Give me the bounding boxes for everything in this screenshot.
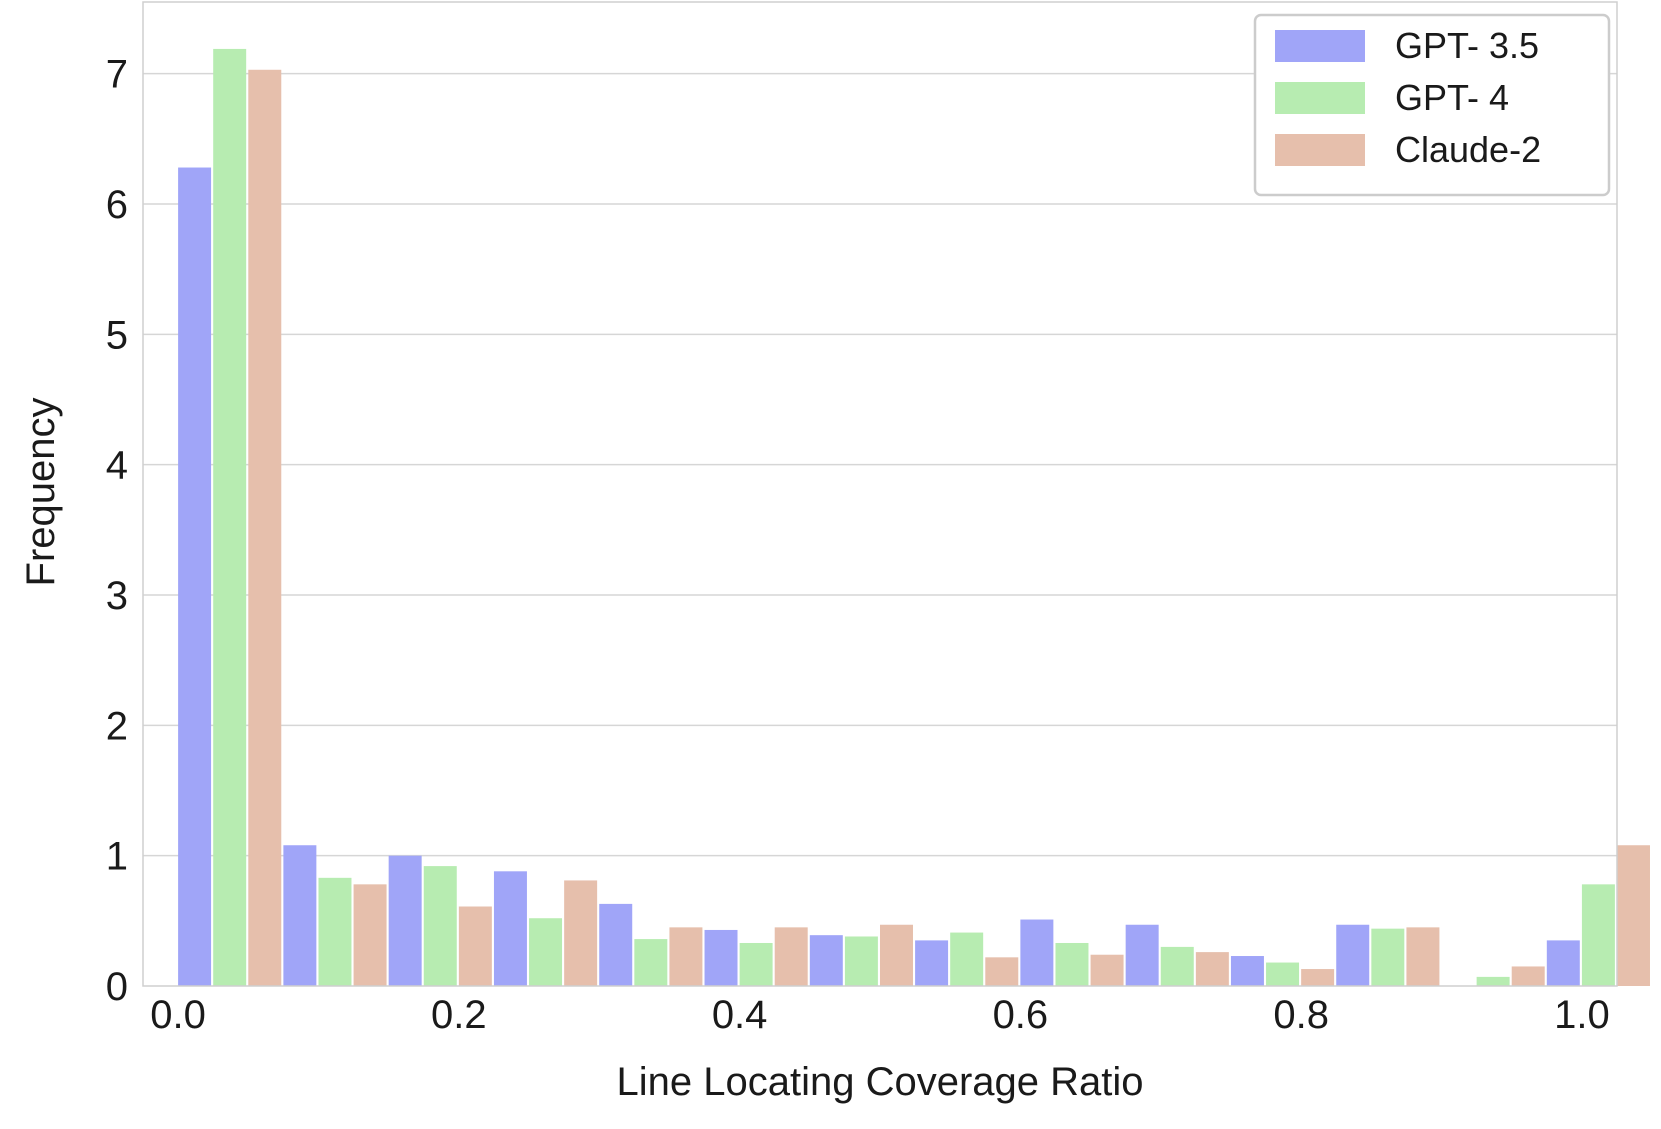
bar-gpt-3-5-bin-4 xyxy=(599,903,633,986)
bar-gpt-4-bin-11 xyxy=(1371,928,1405,986)
legend-swatch-0 xyxy=(1275,30,1365,62)
bar-claude-2-bin-11 xyxy=(1406,927,1440,986)
bar-claude-2-bin-4 xyxy=(669,927,703,986)
x-tick-label-4: 0.8 xyxy=(1273,993,1329,1037)
bar-gpt-4-bin-13 xyxy=(1581,884,1615,986)
bar-gpt-3-5-bin-11 xyxy=(1336,924,1370,986)
bars xyxy=(178,48,1650,987)
legend-swatch-1 xyxy=(1275,82,1365,114)
bar-claude-2-bin-0 xyxy=(248,69,282,986)
bar-gpt-4-bin-5 xyxy=(739,942,773,986)
bar-gpt-4-bin-9 xyxy=(1160,946,1194,986)
bar-claude-2-bin-12 xyxy=(1511,966,1545,986)
x-tick-label-3: 0.6 xyxy=(993,993,1049,1037)
bar-gpt-3-5-bin-3 xyxy=(493,871,527,986)
bar-gpt-3-5-bin-13 xyxy=(1546,940,1580,986)
bar-gpt-3-5-bin-2 xyxy=(388,855,422,986)
legend-label-1: GPT- 4 xyxy=(1395,77,1509,118)
bar-gpt-4-bin-2 xyxy=(423,866,457,986)
bar-claude-2-bin-10 xyxy=(1301,969,1335,986)
y-tick-label-3: 3 xyxy=(106,574,128,618)
bar-gpt-4-bin-12 xyxy=(1476,976,1510,986)
bar-gpt-4-bin-1 xyxy=(318,877,352,986)
bar-gpt-4-bin-4 xyxy=(634,939,668,986)
bar-gpt-3-5-bin-1 xyxy=(283,845,317,986)
bar-claude-2-bin-8 xyxy=(1090,954,1124,986)
bar-gpt-4-bin-0 xyxy=(213,48,247,987)
bar-gpt-3-5-bin-7 xyxy=(915,940,949,986)
bar-claude-2-bin-2 xyxy=(458,906,492,986)
x-tick-labels: 0.0 0.2 0.4 0.6 0.8 1.0 xyxy=(150,993,1609,1037)
bar-claude-2-bin-3 xyxy=(564,880,598,986)
y-tick-label-4: 4 xyxy=(106,444,128,488)
bar-gpt-3-5-bin-10 xyxy=(1230,956,1264,986)
bar-gpt-3-5-bin-9 xyxy=(1125,924,1159,986)
y-tick-label-6: 6 xyxy=(106,183,128,227)
bar-claude-2-bin-13 xyxy=(1617,845,1650,986)
bar-gpt-4-bin-7 xyxy=(950,932,984,986)
bar-gpt-4-bin-6 xyxy=(844,936,878,986)
y-tick-label-2: 2 xyxy=(106,704,128,748)
y-tick-labels: 0 1 2 3 4 5 6 7 xyxy=(106,53,128,1009)
x-tick-label-2: 0.4 xyxy=(712,993,768,1037)
bar-gpt-4-bin-8 xyxy=(1055,942,1089,986)
bar-claude-2-bin-1 xyxy=(353,884,387,986)
bar-gpt-4-bin-3 xyxy=(529,918,563,986)
x-tick-label-1: 0.2 xyxy=(431,993,487,1037)
legend-label-0: GPT- 3.5 xyxy=(1395,25,1539,66)
bar-claude-2-bin-9 xyxy=(1195,952,1229,986)
y-tick-label-7: 7 xyxy=(106,53,128,97)
bar-gpt-3-5-bin-8 xyxy=(1020,919,1054,986)
plot-frame xyxy=(142,1,1618,987)
bar-claude-2-bin-6 xyxy=(880,924,913,986)
legend-label-2: Claude-2 xyxy=(1395,129,1541,170)
bar-claude-2-bin-5 xyxy=(774,927,808,986)
x-axis-label: Line Locating Coverage Ratio xyxy=(616,1060,1143,1104)
bar-gpt-3-5-bin-5 xyxy=(704,929,738,986)
bar-claude-2-bin-7 xyxy=(985,957,1019,986)
bar-gpt-3-5-bin-6 xyxy=(809,935,843,986)
y-tick-label-5: 5 xyxy=(106,313,128,357)
legend: GPT- 3.5 GPT- 4 Claude-2 xyxy=(1253,13,1611,197)
y-tick-label-1: 1 xyxy=(106,835,128,879)
x-tick-label-0: 0.0 xyxy=(150,993,206,1037)
bar-gpt-4-bin-10 xyxy=(1266,962,1300,986)
y-tick-label-0: 0 xyxy=(106,965,128,1009)
y-axis-label: Frequency xyxy=(19,398,63,587)
legend-swatch-2 xyxy=(1275,134,1365,166)
bar-gpt-3-5-bin-0 xyxy=(178,167,212,987)
x-tick-label-5: 1.0 xyxy=(1554,993,1610,1037)
